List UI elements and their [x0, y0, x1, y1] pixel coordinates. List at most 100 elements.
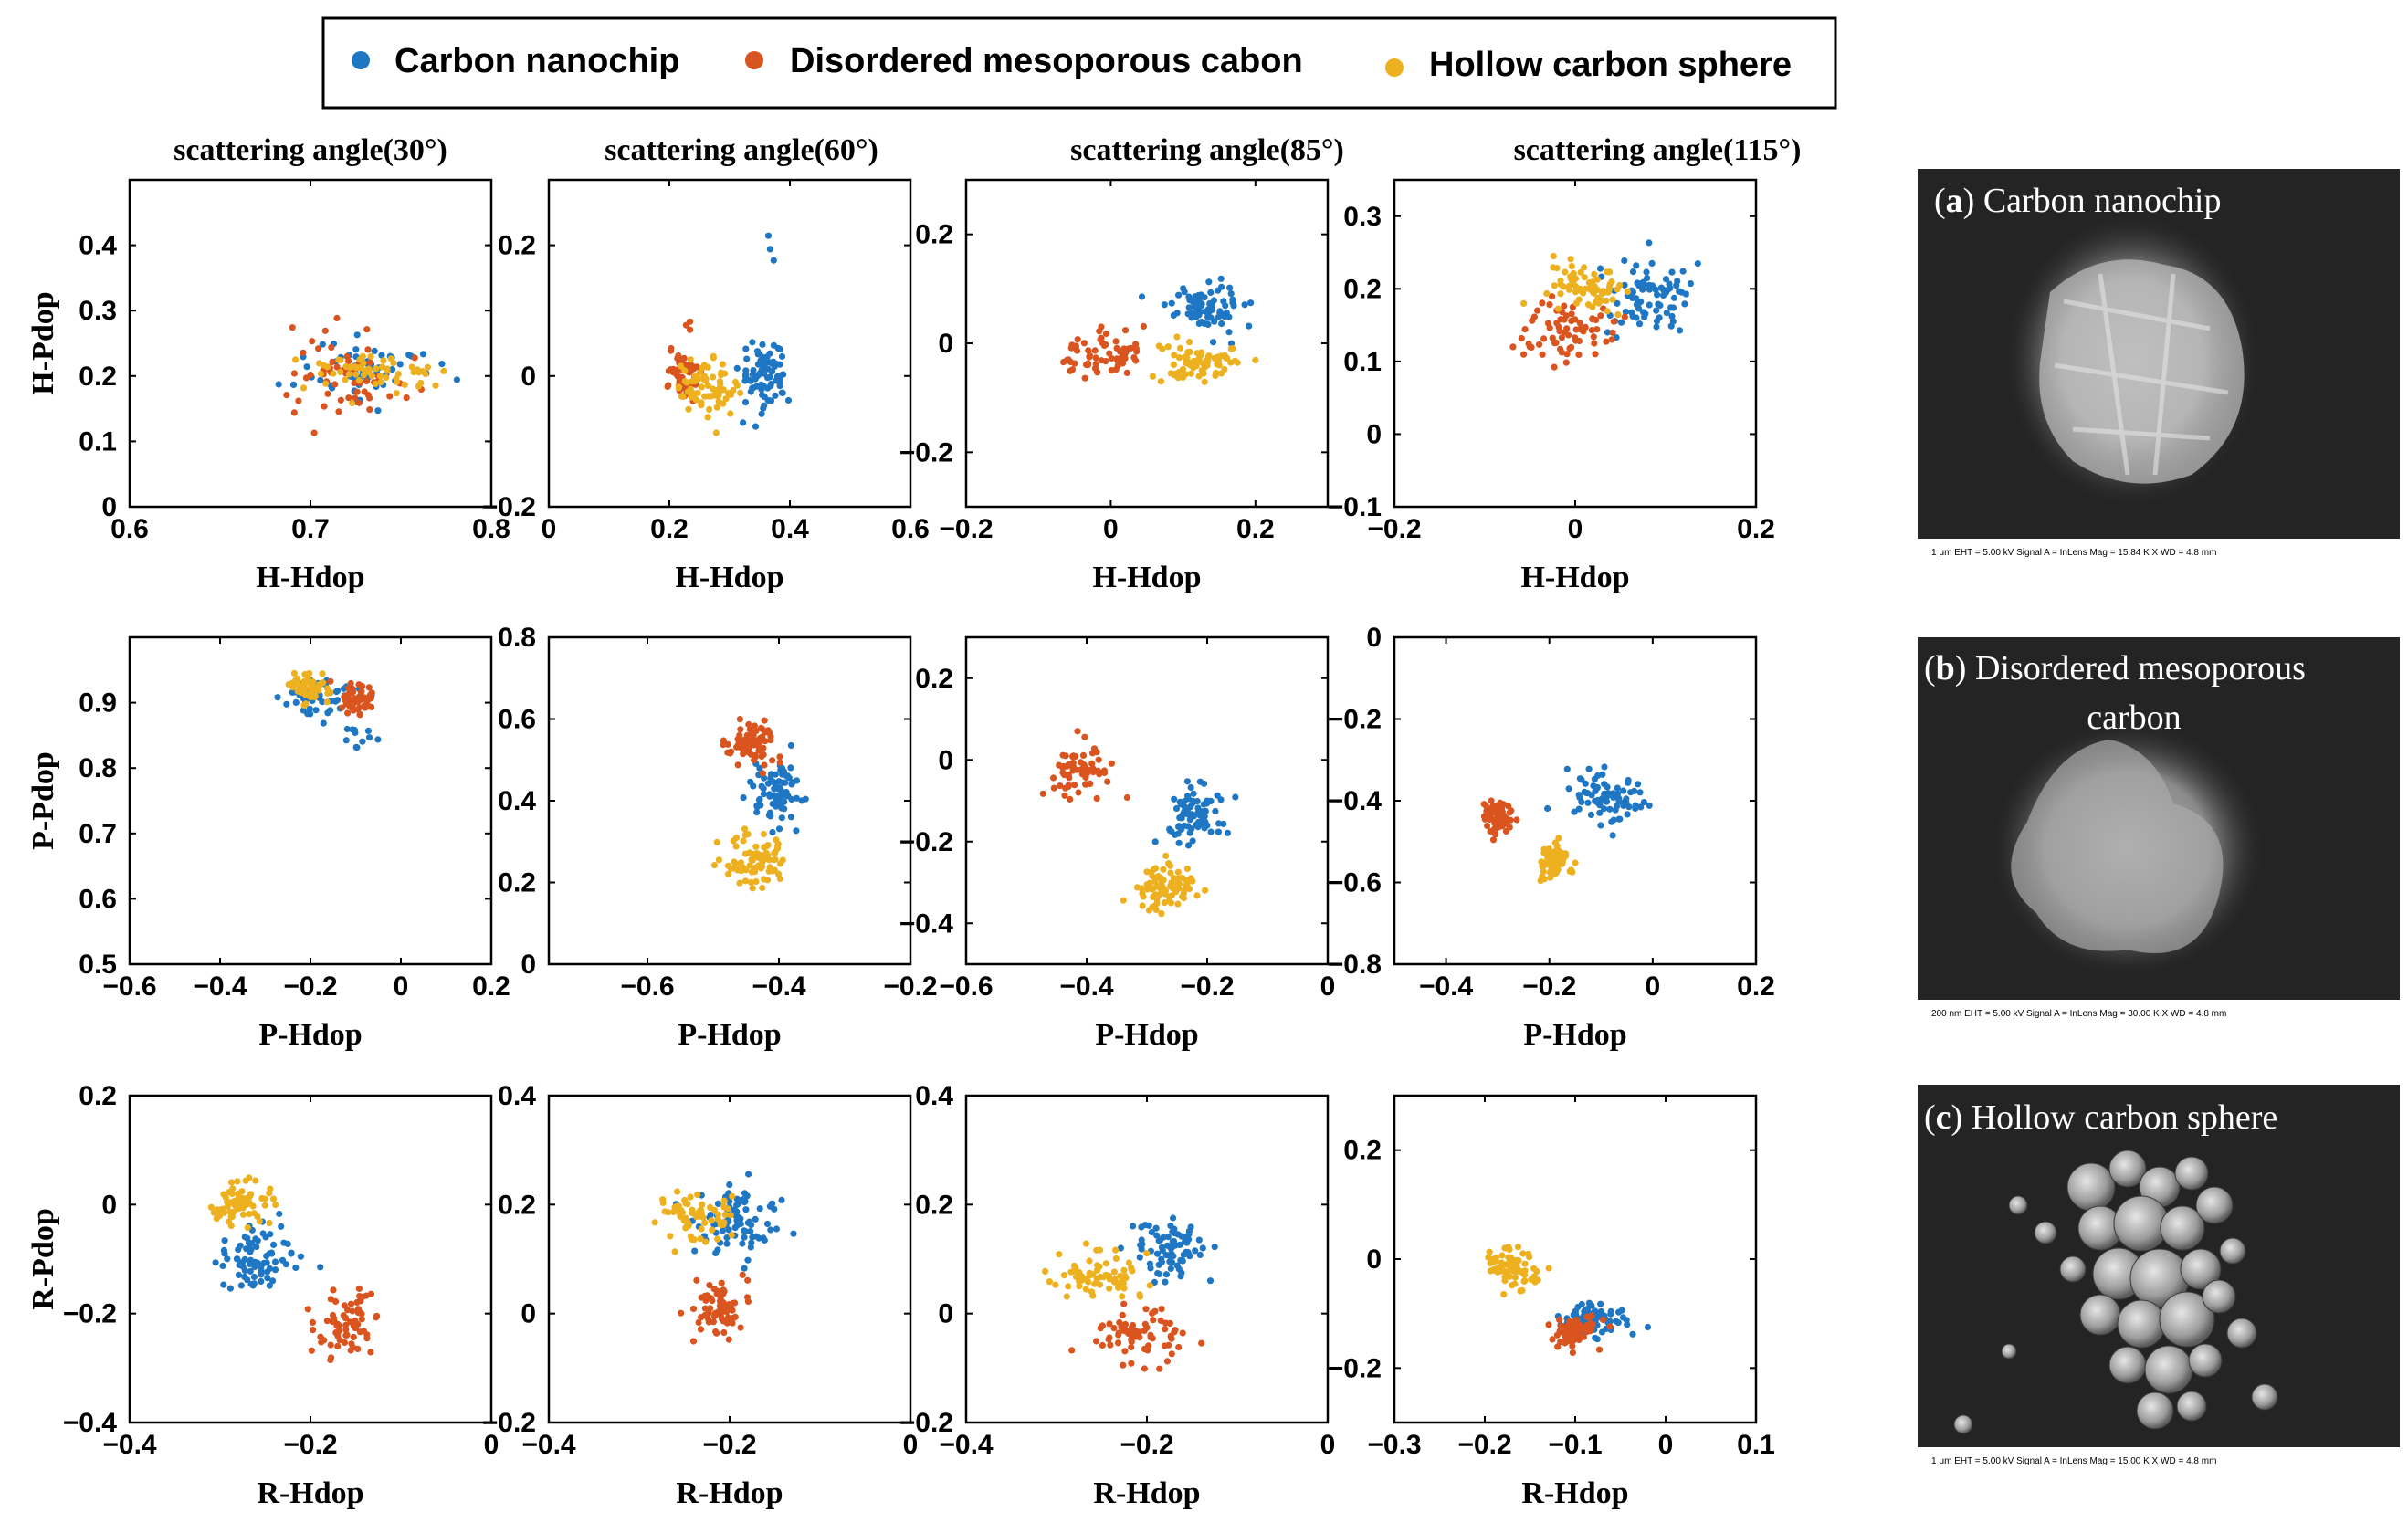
scatter-point — [1489, 836, 1498, 844]
scatter-point — [776, 875, 783, 883]
scatter-point — [709, 1226, 716, 1234]
scatter-point — [384, 367, 391, 374]
scatter-point — [742, 866, 750, 874]
scatter-point — [405, 352, 413, 359]
scatter-point — [242, 1177, 249, 1184]
scatter-panel-r0c0: 0.6 0.7 0.8 0 0.1 0.2 0.3 0.4 H-Hdop H-Pdop scatte… — [26, 133, 510, 594]
scatter-point — [1162, 1278, 1169, 1286]
scatter-point — [752, 868, 759, 876]
scatter-point — [1581, 274, 1588, 281]
scatter-point — [1185, 1230, 1193, 1238]
scatter-point — [1162, 1326, 1169, 1333]
y-tick-label: −0.2 — [63, 1299, 117, 1329]
scatter-point — [1565, 331, 1572, 339]
scatter-point — [1526, 1254, 1533, 1261]
scatter-point — [769, 800, 776, 808]
scatter-point — [1161, 899, 1168, 907]
scatter-point — [1074, 336, 1081, 343]
y-tick-label: 0.2 — [498, 231, 536, 261]
scatter-point — [1201, 294, 1208, 301]
scatter-point — [749, 1234, 756, 1241]
scatter-point — [368, 689, 375, 697]
photo-c-sphere — [2108, 1150, 2147, 1188]
scatter-point — [319, 670, 326, 677]
y-tick-label: 0.8 — [79, 753, 117, 783]
scatter-point — [1060, 1272, 1068, 1279]
y-tick-label: 0 — [938, 1299, 953, 1329]
scatter-point — [714, 1246, 721, 1254]
x-tick-label: 0 — [1320, 1430, 1336, 1460]
scatter-point — [689, 378, 696, 385]
scatter-point — [363, 377, 371, 385]
scatter-point — [1067, 1268, 1075, 1276]
scatter-point — [1568, 1335, 1575, 1342]
scatter-point — [324, 390, 331, 397]
scatter-point — [1082, 781, 1089, 788]
scatter-point — [373, 365, 380, 373]
y-tick-label: 0.1 — [1343, 347, 1382, 377]
scatter-point — [747, 377, 754, 384]
scatter-point — [788, 795, 795, 803]
scatter-point — [1194, 303, 1202, 310]
scatter-point — [760, 791, 768, 798]
photo-c-sphere — [2202, 1279, 2236, 1314]
scatter-point — [1110, 1268, 1118, 1276]
x-axis-label: H-Hdop — [256, 561, 364, 594]
y-tick-label: 0.2 — [498, 1190, 536, 1220]
scatter-point — [1115, 1329, 1122, 1337]
scatter-point — [1681, 300, 1688, 308]
scatter-point — [1554, 305, 1562, 312]
scatter-point — [772, 361, 779, 368]
scatter-point — [359, 1293, 366, 1300]
scatter-point — [664, 383, 671, 390]
x-tick-label: 0.2 — [1737, 514, 1775, 544]
scatter-point — [693, 375, 701, 383]
x-axis-label: H-Hdop — [1520, 561, 1629, 594]
y-tick-label: 0.3 — [1343, 202, 1382, 232]
scatter-point — [1186, 348, 1193, 355]
photo-c-spheres — [1953, 1150, 2278, 1434]
scatter-point — [724, 749, 731, 756]
scatter-point — [698, 402, 705, 409]
scatter-point — [1499, 801, 1508, 808]
scatter-point — [266, 1219, 273, 1227]
scatter-point — [410, 369, 417, 376]
scatter-point — [1588, 792, 1595, 799]
scatter-point — [309, 338, 316, 345]
scatter-point — [358, 1316, 365, 1323]
scatter-point — [1217, 275, 1225, 282]
scatter-point — [1085, 360, 1092, 367]
scatter-point — [1666, 280, 1673, 288]
scatter-point — [383, 373, 390, 381]
scatter-point — [220, 1281, 227, 1288]
y-tick-label: −0.2 — [482, 1408, 536, 1438]
scatter-points — [1060, 275, 1259, 385]
scatter-point — [374, 407, 382, 415]
scatter-point — [227, 1179, 236, 1186]
y-axis-label: P-Pdop — [26, 751, 60, 850]
x-axis-label: R-Hdop — [676, 1476, 783, 1510]
scatter-point — [1506, 809, 1513, 816]
scatter-point — [329, 1311, 337, 1319]
scatter-point — [1614, 790, 1622, 797]
x-axis-label: R-Hdop — [1521, 1476, 1628, 1510]
panel-title: scattering angle(30°) — [174, 133, 447, 167]
scatter-point — [1181, 289, 1188, 296]
scatter-point — [1118, 354, 1125, 362]
scatter-point — [355, 399, 363, 406]
scatter-point — [1150, 1317, 1157, 1324]
scatter-point — [1509, 343, 1517, 351]
scatter-point — [778, 352, 786, 360]
scatter-point — [1178, 814, 1185, 822]
scatter-point — [1132, 341, 1140, 348]
scatter-point — [393, 375, 400, 383]
scatter-point — [1227, 290, 1235, 298]
scatter-point — [1492, 1257, 1499, 1265]
scatter-point — [250, 1280, 258, 1287]
scatter-point — [334, 1342, 342, 1349]
photo-c-sphere — [2034, 1221, 2057, 1244]
scatter-point — [1158, 1306, 1165, 1313]
scatter-point — [1539, 351, 1546, 358]
scatter-point — [1584, 799, 1592, 806]
scatter-point — [288, 1250, 295, 1257]
